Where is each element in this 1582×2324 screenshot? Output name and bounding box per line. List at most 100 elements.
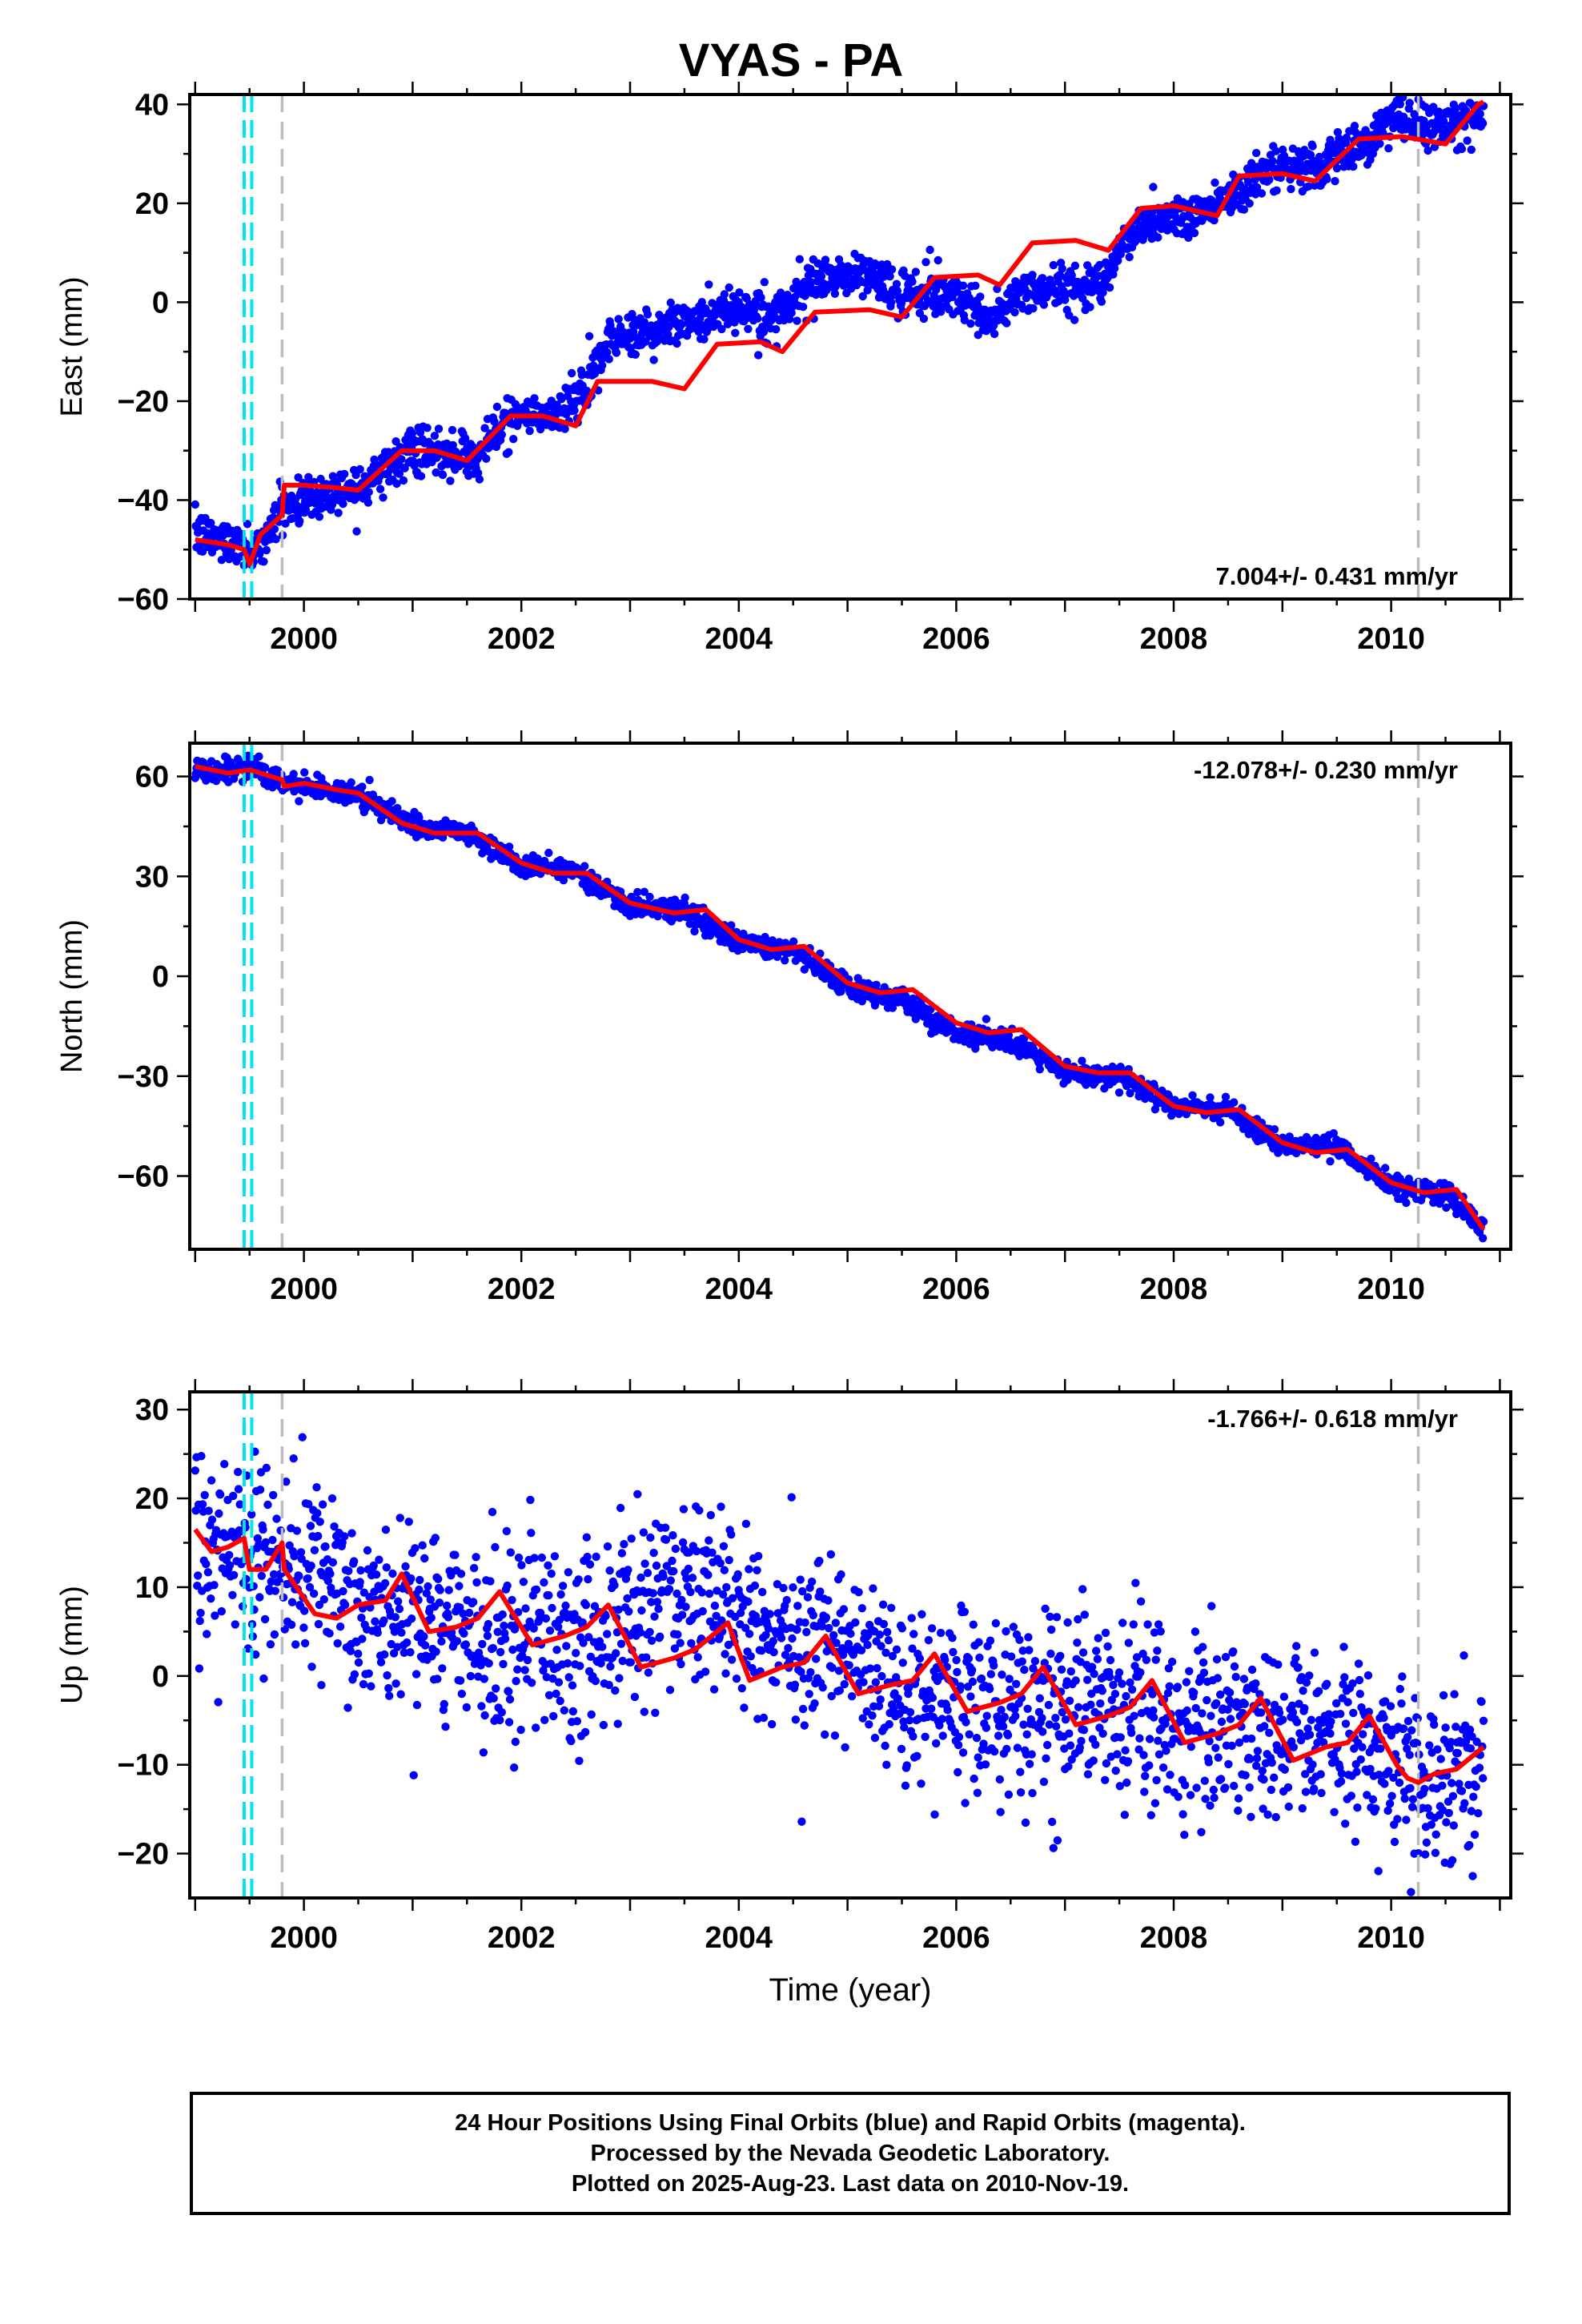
- data-point: [1331, 177, 1339, 186]
- data-point: [788, 1634, 797, 1643]
- y-tick-label: 0: [152, 286, 169, 320]
- data-point: [909, 994, 917, 1003]
- data-point: [201, 513, 210, 523]
- data-point: [737, 1684, 746, 1693]
- data-point: [437, 1637, 446, 1646]
- data-point: [647, 1598, 656, 1606]
- data-point: [921, 258, 930, 267]
- data-point: [874, 1702, 884, 1711]
- data-point: [578, 1618, 587, 1627]
- data-point: [757, 293, 765, 302]
- x-tick-label: 2004: [705, 622, 773, 656]
- data-point: [504, 1718, 514, 1727]
- data-point: [281, 519, 290, 528]
- data-point: [403, 1638, 412, 1647]
- data-point: [809, 1610, 817, 1620]
- data-point: [671, 1544, 680, 1554]
- data-point: [645, 1627, 654, 1637]
- data-point: [644, 1668, 653, 1677]
- data-point: [408, 428, 417, 438]
- data-point: [347, 778, 355, 787]
- data-point: [806, 1668, 815, 1677]
- data-point: [948, 1634, 957, 1642]
- data-point: [379, 493, 387, 502]
- data-point: [887, 298, 896, 307]
- data-point: [736, 1608, 745, 1618]
- data-point: [839, 1605, 849, 1614]
- data-point: [385, 1691, 394, 1700]
- data-point: [759, 328, 769, 336]
- data-point: [482, 454, 491, 463]
- data-point: [1323, 175, 1331, 183]
- data-point: [314, 1531, 323, 1541]
- data-point: [812, 1655, 821, 1663]
- y-tick-label: −60: [118, 1160, 169, 1194]
- data-point: [1287, 184, 1295, 194]
- data-point: [717, 1616, 726, 1625]
- data-point: [581, 1601, 591, 1610]
- data-point: [817, 1622, 826, 1631]
- data-point: [798, 1704, 808, 1714]
- data-point: [686, 1587, 695, 1597]
- data-point: [415, 1585, 424, 1594]
- data-point: [409, 1771, 418, 1779]
- data-point: [475, 475, 484, 484]
- data-point: [585, 1560, 595, 1569]
- data-point: [327, 1494, 337, 1503]
- data-point: [401, 1562, 410, 1571]
- data-point: [260, 763, 270, 772]
- data-point: [781, 956, 789, 965]
- data-point: [648, 1589, 657, 1598]
- data-point: [394, 1597, 403, 1606]
- data-point: [456, 1603, 464, 1612]
- data-point: [670, 1644, 680, 1653]
- data-point: [1141, 1094, 1150, 1104]
- data-point: [266, 1640, 275, 1649]
- data-point: [649, 356, 658, 364]
- data-point: [307, 1562, 315, 1570]
- x-tick-label: 2002: [488, 1273, 556, 1306]
- data-point: [722, 1582, 731, 1592]
- data-point: [697, 298, 706, 307]
- data-point: [270, 525, 279, 533]
- data-point: [964, 1654, 974, 1663]
- data-point: [478, 1639, 487, 1649]
- data-point: [339, 500, 347, 509]
- data-point: [760, 278, 769, 287]
- data-point: [926, 245, 934, 255]
- data-point: [436, 1586, 444, 1594]
- data-point: [646, 1533, 655, 1542]
- data-point: [1029, 304, 1038, 313]
- data-point: [434, 1574, 443, 1584]
- data-point: [971, 281, 980, 290]
- data-point: [1038, 274, 1047, 283]
- data-point: [271, 535, 280, 544]
- data-point: [257, 1571, 266, 1581]
- panel-frame: [188, 742, 1512, 1251]
- data-point: [1070, 316, 1079, 324]
- data-point: [1429, 103, 1438, 111]
- data-point: [659, 1572, 668, 1582]
- data-point: [878, 1600, 888, 1609]
- data-point: [676, 1638, 685, 1647]
- data-point: [340, 1600, 350, 1610]
- data-point: [949, 1647, 958, 1657]
- data-point: [207, 1515, 217, 1524]
- data-point: [637, 1606, 646, 1615]
- data-point: [830, 1731, 840, 1740]
- data-point: [938, 1715, 947, 1723]
- data-point: [673, 339, 681, 348]
- data-point: [411, 1544, 420, 1553]
- data-point: [504, 448, 513, 456]
- data-point: [269, 1570, 279, 1579]
- data-point: [924, 1635, 934, 1645]
- data-point: [879, 1619, 889, 1629]
- data-point: [384, 1683, 393, 1693]
- data-point: [681, 893, 689, 903]
- data-point: [941, 1655, 950, 1664]
- data-point: [451, 1550, 460, 1559]
- data-point: [626, 1658, 635, 1667]
- data-point: [1188, 1091, 1197, 1100]
- data-point: [897, 1624, 907, 1633]
- data-point: [656, 1632, 665, 1641]
